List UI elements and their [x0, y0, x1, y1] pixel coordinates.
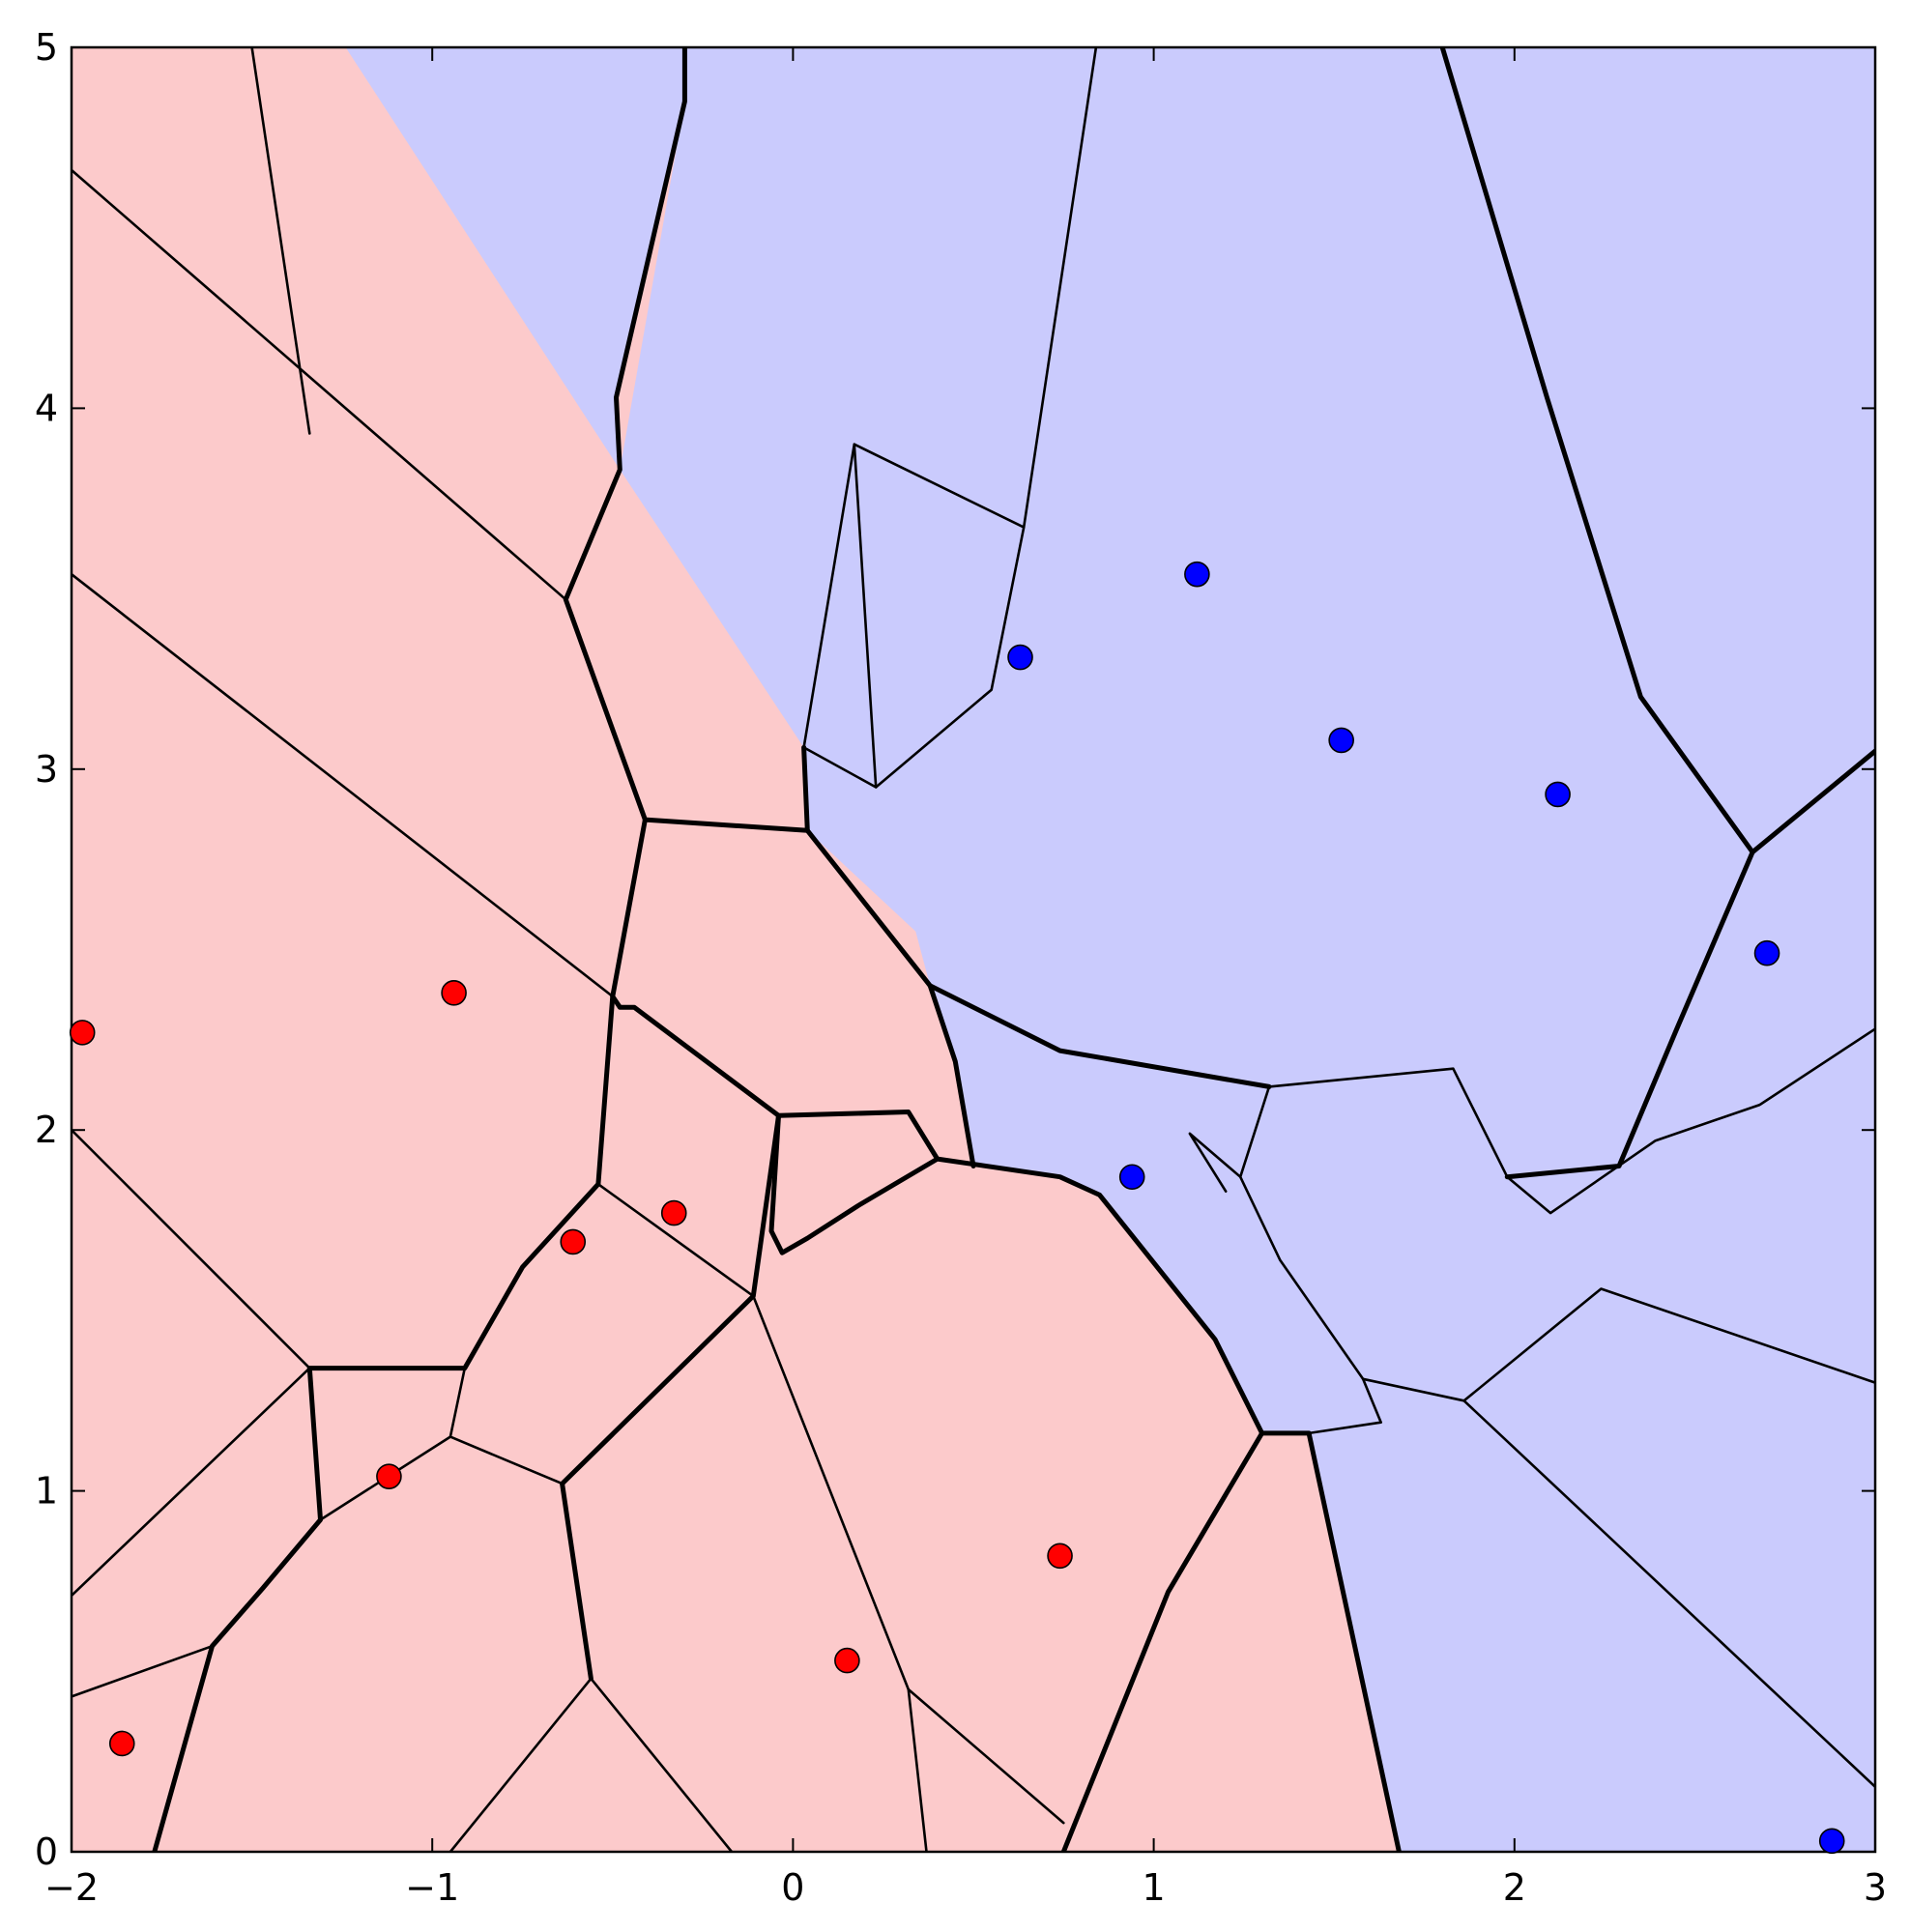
blue-point-6 [1818, 1828, 1845, 1855]
voronoi-edge-7 [72, 1644, 214, 1698]
class-boundary-9 [1439, 47, 1875, 855]
red-point-6 [834, 1647, 860, 1674]
x-tick-label-1: −1 [405, 1866, 459, 1909]
voronoi-edge-3 [72, 1367, 311, 1598]
class-boundary-10 [1504, 850, 1755, 1180]
voronoi-edge-9 [449, 1677, 593, 1852]
plot-area: −2 −1 0 1 2 3 0 1 2 3 4 5 [35, 26, 1887, 1909]
blue-point-4 [1753, 939, 1780, 966]
voronoi-edge-18 [1462, 1287, 1875, 1402]
red-point-2 [660, 1199, 687, 1226]
y-tick-label-4: 4 [35, 387, 58, 429]
class-boundary-11 [560, 1481, 593, 1682]
x-tick-label-2: 0 [781, 1866, 804, 1909]
class-boundary-0 [563, 47, 687, 822]
voronoi-edge-13 [802, 47, 1098, 789]
voronoi-edge-8 [590, 1677, 734, 1852]
voronoi-edge-11 [907, 1687, 1065, 1825]
y-tick-label-1: 1 [35, 1470, 58, 1513]
x-tick-label-3: 1 [1143, 1866, 1166, 1909]
blue-point-2 [1328, 727, 1354, 754]
red-point-3 [560, 1228, 587, 1255]
voronoi-edge-15 [802, 443, 1026, 749]
y-tick-label-3: 3 [35, 748, 58, 791]
voronoi-edge-14 [853, 443, 878, 789]
blue-class-region-0 [345, 47, 685, 470]
voronoi-edge-19 [1307, 1377, 1382, 1435]
voronoi-edge-0 [72, 168, 567, 601]
class-boundary-6 [1060, 1430, 1265, 1852]
red-point-7 [1047, 1543, 1073, 1570]
class-boundary-8 [804, 827, 1272, 1089]
voronoi-edge-12 [596, 1182, 755, 1298]
voronoi-edge-1 [72, 572, 615, 998]
y-tick-label-2: 2 [35, 1109, 58, 1151]
blue-point-5 [1118, 1164, 1145, 1191]
plot-frame [70, 45, 1877, 1854]
red-point-0 [69, 1020, 96, 1046]
x-tick-label-5: 3 [1864, 1866, 1887, 1909]
class-boundary-5 [560, 1112, 781, 1486]
class-boundary-3 [152, 994, 616, 1852]
plot-content [72, 47, 1875, 1852]
y-tick-label-0: 0 [35, 1831, 58, 1873]
voronoi-edge-20 [1267, 1027, 1875, 1215]
voronoi-edge-16 [1238, 1085, 1875, 1789]
blue-class-region-1 [620, 47, 1875, 1852]
red-point-4 [376, 1463, 402, 1489]
red-point-1 [441, 980, 467, 1006]
blue-point-1 [1184, 561, 1210, 588]
x-tick-label-0: −2 [44, 1866, 99, 1909]
voronoi-edge-17 [1188, 1132, 1242, 1193]
blue-point-0 [1007, 644, 1033, 671]
voronoi-edge-2 [72, 1128, 311, 1370]
x-tick-label-4: 2 [1503, 1866, 1526, 1909]
red-point-5 [108, 1730, 135, 1757]
class-boundary-7 [927, 983, 976, 1168]
y-tick-label-5: 5 [35, 26, 58, 69]
voronoi-edge-4 [250, 47, 311, 435]
blue-point-3 [1545, 781, 1571, 808]
class-boundary-4 [768, 1112, 1402, 1852]
